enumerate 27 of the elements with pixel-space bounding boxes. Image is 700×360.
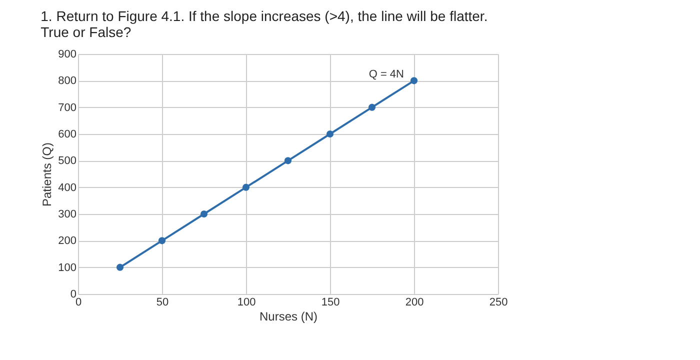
point (158, 237, 166, 244)
y-axis-title: Patients (Q) (40, 142, 54, 207)
y-tick-label: 900 (58, 48, 76, 60)
y-tick-label: 0 (70, 288, 76, 300)
x-tick-label: 250 (489, 296, 508, 308)
y-tick-label: 500 (58, 155, 76, 168)
x-tick-label: 200 (405, 296, 424, 308)
annotation: Q = 4N (368, 68, 404, 81)
x-tick-label: 150 (321, 296, 340, 308)
x-tick-label: 100 (237, 296, 256, 308)
chart-title: 1. Return to Figure 4.1. If the slope increases (>4), the line will be flatter. True or False? (40, 8, 488, 40)
point (284, 157, 292, 164)
y-tick-label: 200 (58, 235, 76, 248)
y-tick-label: 100 (58, 262, 76, 274)
y-tick-label: 800 (58, 75, 76, 88)
point (200, 210, 208, 218)
point (368, 104, 376, 111)
point (116, 264, 124, 271)
point (410, 77, 418, 84)
y-tick-label: 400 (58, 182, 76, 194)
x-tick-label: 50 (156, 296, 169, 308)
y-tick-label: 600 (58, 128, 76, 140)
point (242, 184, 250, 191)
y-tick-label: 700 (58, 102, 76, 114)
point (326, 130, 334, 138)
x-axis-title: Nurses (N) (259, 310, 318, 324)
y-tick-label: 300 (58, 208, 76, 220)
